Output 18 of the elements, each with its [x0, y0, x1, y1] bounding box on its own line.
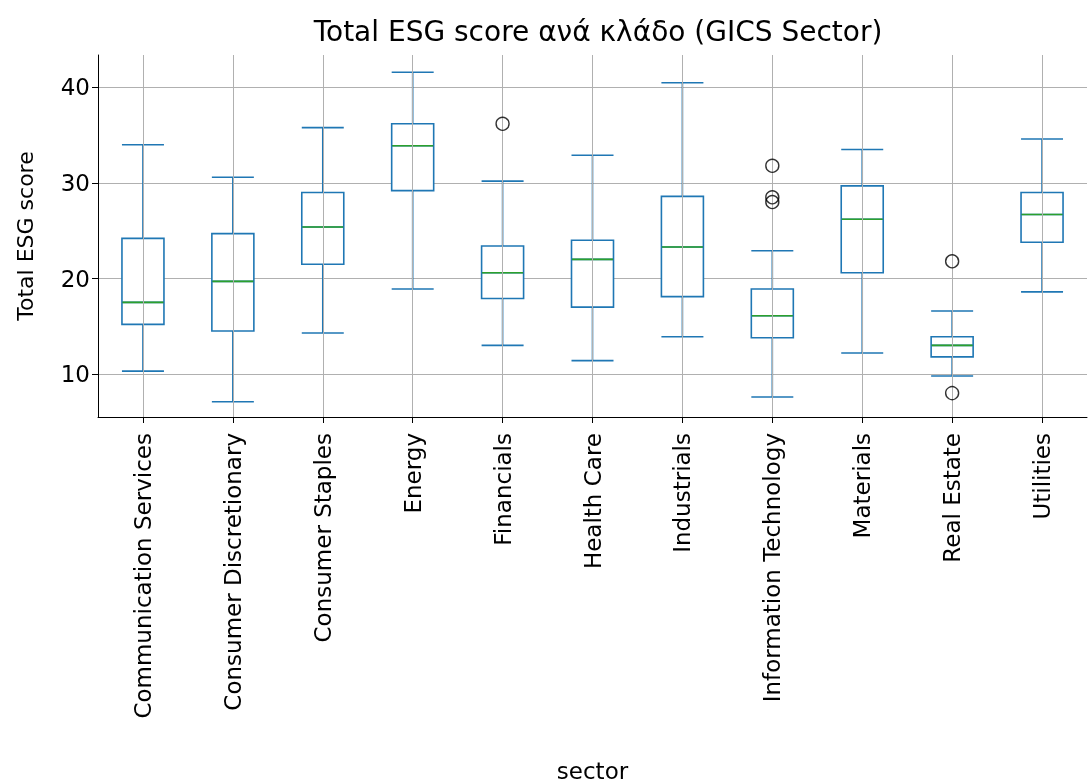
x-tick-label: Consumer Staples: [309, 433, 336, 643]
x-axis-title: sector: [556, 757, 629, 783]
x-tick-label: Financials: [489, 433, 516, 546]
y-tick-label: 20: [60, 265, 90, 292]
x-tick-label: Energy: [399, 433, 426, 514]
x-tick-label: Consumer Discretionary: [219, 433, 246, 711]
x-tick-label: Real Estate: [939, 433, 966, 563]
y-tick-label: 40: [60, 74, 90, 101]
x-tick-label: Information Technology: [759, 433, 786, 703]
x-tick-label: Utilities: [1029, 433, 1056, 520]
y-tick-label: 10: [60, 361, 90, 388]
x-tick-label: Communication Services: [129, 433, 156, 719]
y-tick-label: 30: [60, 169, 90, 196]
x-tick-label: Materials: [849, 433, 876, 539]
y-axis-title: Total ESG score: [12, 151, 38, 322]
x-tick-label: Health Care: [579, 433, 606, 570]
chart-title: Total ESG score ανά κλάδο (GICS Sector): [312, 14, 883, 48]
x-tick-label: Industrials: [669, 433, 696, 553]
